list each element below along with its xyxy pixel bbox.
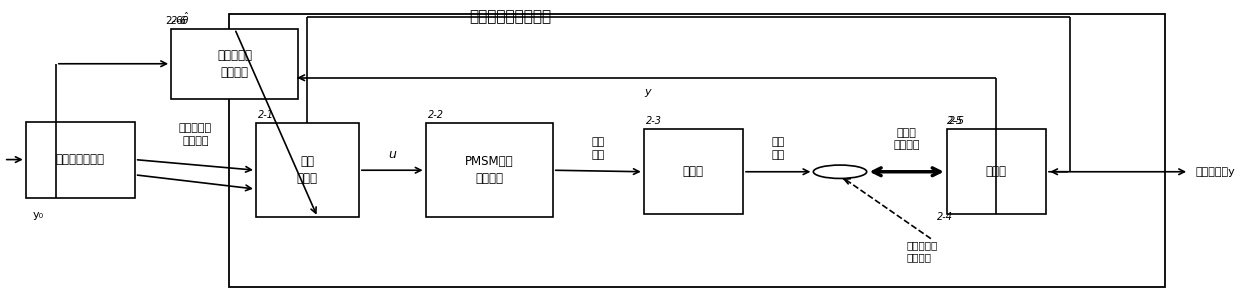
Text: 2-6$\hat{\theta}$: 2-6$\hat{\theta}$ bbox=[165, 11, 190, 27]
Text: y₀: y₀ bbox=[32, 210, 43, 220]
Text: 2-3: 2-3 bbox=[646, 116, 662, 126]
Text: 滑模
控制器: 滑模 控制器 bbox=[296, 155, 317, 185]
Text: 杆位移输出及其导数: 杆位移输出及其导数 bbox=[469, 9, 552, 24]
Text: 杆位移指令
及其导数: 杆位移指令 及其导数 bbox=[179, 123, 212, 146]
Text: 2-2: 2-2 bbox=[428, 110, 444, 120]
Text: 摩擦力
弹簧弹力: 摩擦力 弹簧弹力 bbox=[893, 128, 920, 150]
Text: u: u bbox=[388, 148, 396, 161]
Circle shape bbox=[813, 165, 867, 178]
Bar bbox=[255, 123, 358, 217]
Text: 驾驶杆: 驾驶杆 bbox=[986, 165, 1007, 178]
Text: 电机
转矩: 电机 转矩 bbox=[591, 137, 605, 160]
Text: 2-1: 2-1 bbox=[258, 110, 274, 120]
Text: 衰减
转矩: 衰减 转矩 bbox=[771, 137, 785, 160]
Text: 齿轮箱: 齿轮箱 bbox=[683, 165, 704, 178]
Bar bbox=[425, 123, 553, 217]
Bar bbox=[946, 129, 1047, 214]
Text: PMSM电机
伺服系统: PMSM电机 伺服系统 bbox=[465, 155, 513, 185]
Text: 万向节等机
械连接件: 万向节等机 械连接件 bbox=[906, 240, 937, 262]
Text: 2-6: 2-6 bbox=[171, 16, 187, 26]
Bar bbox=[229, 14, 1164, 287]
Text: 2-4: 2-4 bbox=[937, 212, 954, 222]
Text: 杆位移输入指令: 杆位移输入指令 bbox=[56, 153, 104, 166]
Bar bbox=[644, 129, 743, 214]
Text: y: y bbox=[644, 87, 651, 97]
Text: 2-5: 2-5 bbox=[949, 116, 965, 126]
Text: 输出杆位移y: 输出杆位移y bbox=[1195, 167, 1235, 177]
Bar bbox=[26, 122, 135, 198]
Text: 2-5: 2-5 bbox=[946, 116, 962, 126]
Text: 杆位移自适
应控制律: 杆位移自适 应控制律 bbox=[217, 49, 252, 79]
Bar bbox=[171, 29, 299, 99]
